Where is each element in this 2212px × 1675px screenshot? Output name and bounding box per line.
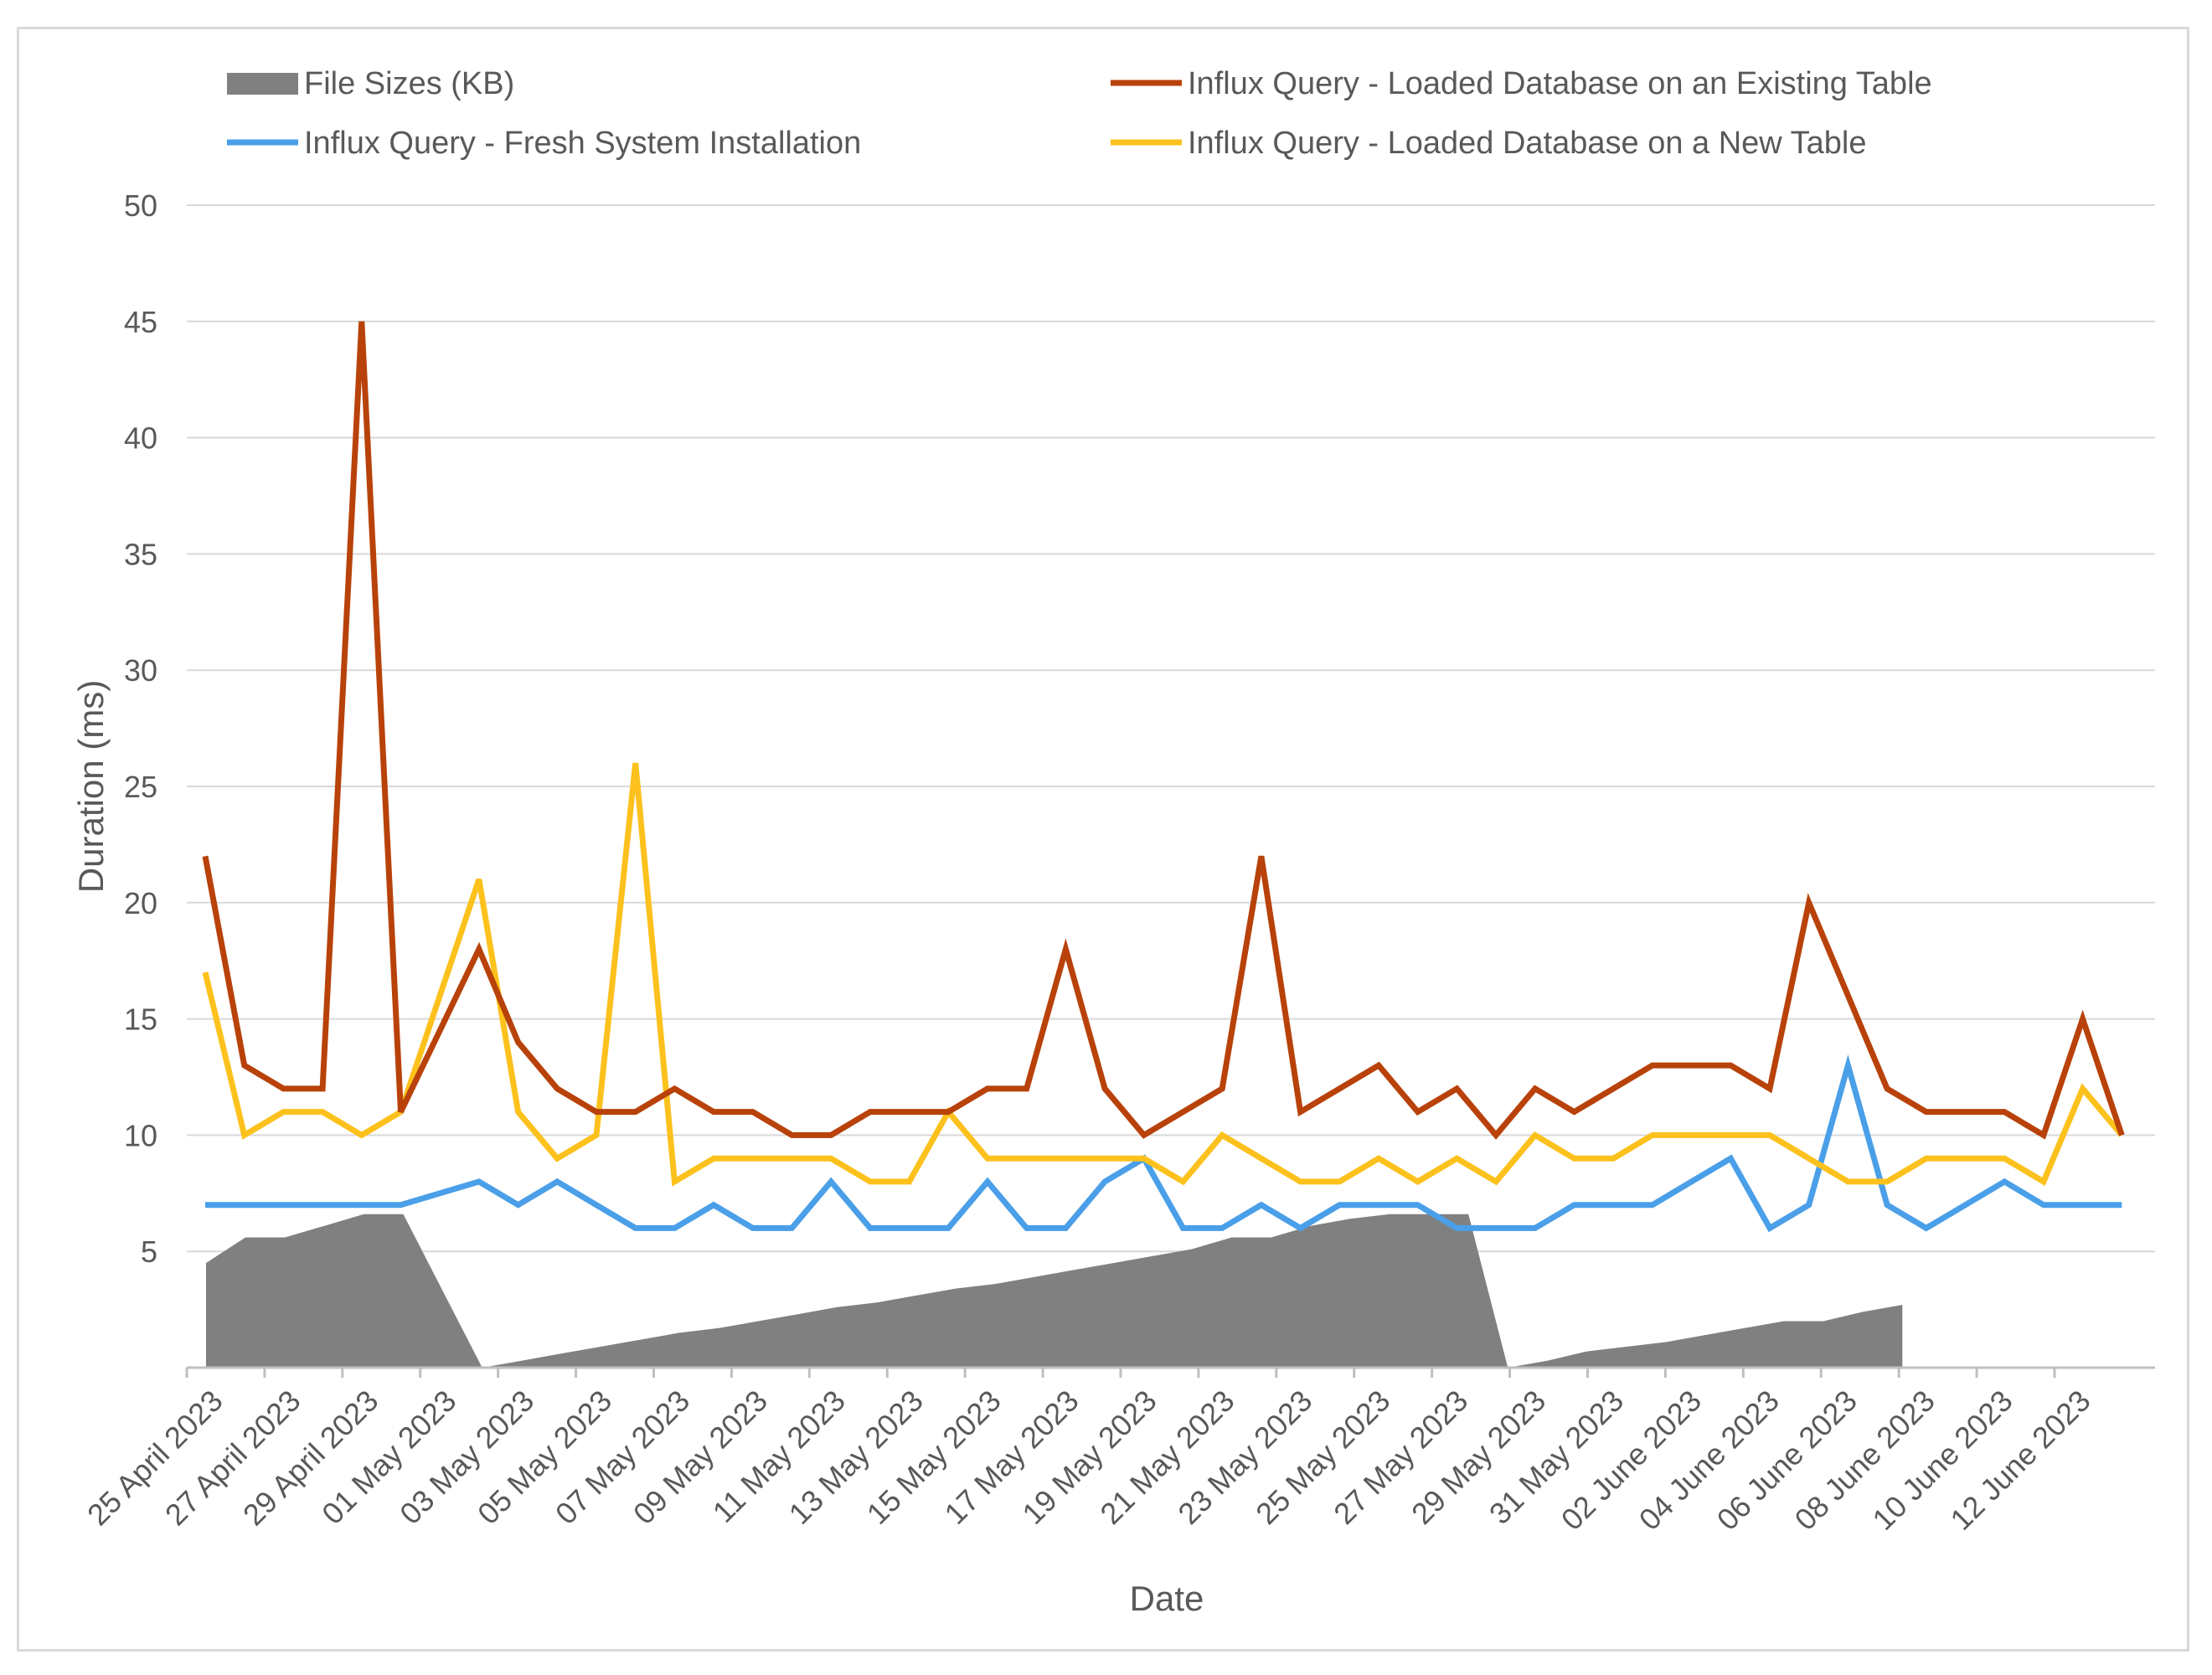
area-series-file-sizes	[206, 1214, 1903, 1368]
x-tick-label: 07 May 2023	[549, 1384, 696, 1531]
legend-label-file-sizes-kb-: File Sizes (KB)	[304, 66, 514, 101]
x-tick-label: 23 May 2023	[1171, 1384, 1318, 1531]
x-tick-label: 09 May 2023	[626, 1384, 774, 1531]
y-tick-label: 30	[124, 653, 157, 688]
x-tick-label: 29 May 2023	[1405, 1384, 1552, 1531]
x-axis-title: Date	[1130, 1579, 1204, 1618]
y-tick-labels: 5 10 15 20 25 30 35 40 45 50	[124, 188, 157, 1269]
legend-label-influx-query-fresh-system-installation: Influx Query - Fresh System Installation	[304, 126, 861, 161]
x-tick-label: 05 May 2023	[471, 1384, 618, 1531]
y-tick-label: 25	[124, 770, 157, 804]
x-tick-label: 15 May 2023	[860, 1384, 1008, 1531]
x-tick-label: 29 April 2023	[236, 1384, 385, 1533]
x-tick-label: 19 May 2023	[1015, 1384, 1163, 1531]
y-tick-label: 45	[124, 305, 157, 339]
x-tick-label: 25 May 2023	[1249, 1384, 1396, 1531]
chart-frame: 5 10 15 20 25 30 35 40 45 50 25 April 2023 27 Apri…	[17, 27, 2189, 1652]
x-tick-label: 25 April 2023	[80, 1384, 229, 1533]
axis-layer	[185, 1366, 2155, 1378]
legend: File Sizes (KB) Influx Query - Loaded Dat…	[227, 66, 1932, 161]
line-series-influx-query-loaded-database-on-an-existing-table	[202, 321, 2125, 1140]
y-tick-label: 50	[124, 188, 157, 223]
x-tick-label: 17 May 2023	[938, 1384, 1085, 1531]
line-layer	[202, 321, 2125, 1233]
x-tick-label: 21 May 2023	[1093, 1384, 1240, 1531]
x-tick-label: 27 May 2023	[1327, 1384, 1474, 1531]
y-tick-label: 5	[141, 1234, 157, 1269]
x-tick-label: 31 May 2023	[1482, 1384, 1630, 1531]
line-series-influx-query-loaded-database-on-a-new-table	[202, 762, 2124, 1187]
y-axis-title: Duration (ms)	[71, 680, 111, 893]
area-layer	[206, 1214, 1903, 1368]
legend-swatch-file-sizes-kb-	[227, 73, 298, 95]
y-tick-label: 35	[124, 537, 157, 571]
x-tick-label: 03 May 2023	[393, 1384, 540, 1531]
line-series-influx-query-fresh-system-installation	[205, 1054, 2122, 1233]
x-tick-label: 27 April 2023	[158, 1384, 307, 1533]
y-tick-label: 15	[124, 1002, 157, 1037]
y-tick-label: 40	[124, 421, 157, 456]
y-tick-label: 20	[124, 886, 157, 920]
legend-label-influx-query-loaded-database-on-a-new-table: Influx Query - Loaded Database on a New …	[1188, 126, 1866, 161]
x-tick-label: 01 May 2023	[315, 1384, 462, 1531]
x-tick-label: 13 May 2023	[782, 1384, 930, 1531]
gridlines	[187, 204, 2155, 1253]
y-tick-label: 10	[124, 1118, 157, 1152]
legend-label-influx-query-loaded-database-on-an-existing-table: Influx Query - Loaded Database on an Exi…	[1188, 66, 1932, 101]
